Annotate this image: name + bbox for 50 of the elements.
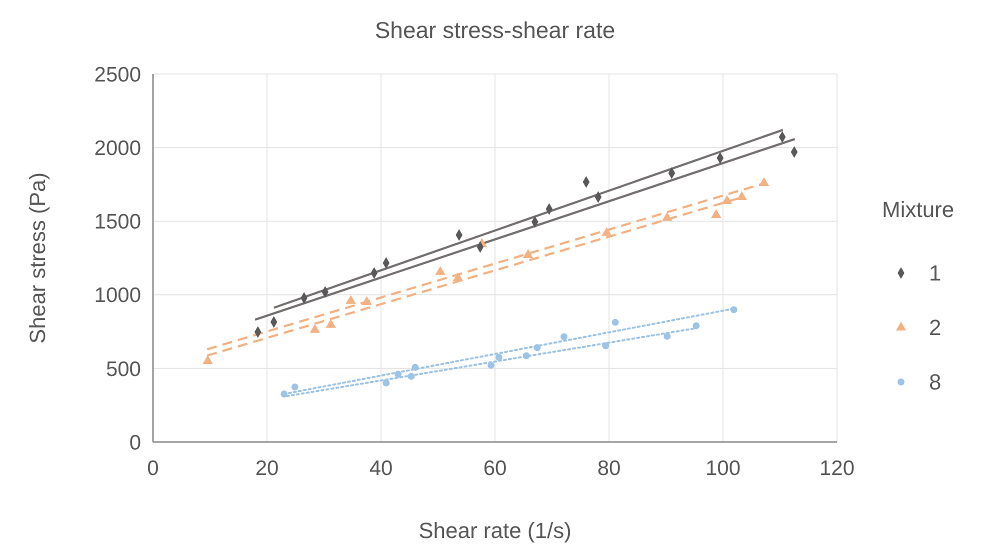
point [382,380,390,386]
point [602,342,610,350]
point [452,272,464,281]
x-tick-label: 40 [369,457,393,480]
point [522,352,530,360]
x-tick-label: 100 [705,457,741,480]
y-tick-label: 1500 [94,210,141,234]
point [408,372,415,380]
point [488,362,494,369]
legend-label: 1 [929,260,942,286]
legend-label: 2 [929,315,942,340]
y-tick-label: 1000 [94,284,141,308]
point [522,249,534,258]
y-axis-title: Shear stress (Pa) [25,172,50,344]
point [534,344,541,352]
x-tick-label: 0 [147,457,159,480]
point [496,354,502,361]
point [394,370,402,378]
legend-title: Mixture [882,197,954,222]
point [692,322,700,330]
point [560,333,568,340]
point [730,306,738,314]
x-tick-label: 120 [819,457,855,480]
y-tick-label: 2500 [94,63,141,86]
y-tick-label: 2000 [94,136,141,160]
x-axis-title: Shear rate (1/s) [418,518,572,543]
chart-title: Shear stress-shear rate [374,17,616,43]
legend-label: 8 [929,370,942,395]
x-tick-label: 80 [597,457,621,480]
point [291,383,298,390]
x-tick-label: 20 [255,457,279,480]
point [435,266,446,275]
point [612,318,619,326]
y-tick-label: 500 [106,358,141,381]
point [202,355,213,364]
x-tick-label: 60 [483,457,507,480]
point [412,364,419,371]
point [664,332,671,340]
point [602,227,612,236]
y-tick-label: 0 [129,431,141,454]
point [736,191,747,200]
point [362,296,372,305]
point [310,324,320,333]
point [722,195,732,204]
point [758,177,770,186]
point [346,295,356,304]
point [662,212,672,221]
point [326,319,336,328]
point [711,209,722,218]
point [280,390,288,398]
